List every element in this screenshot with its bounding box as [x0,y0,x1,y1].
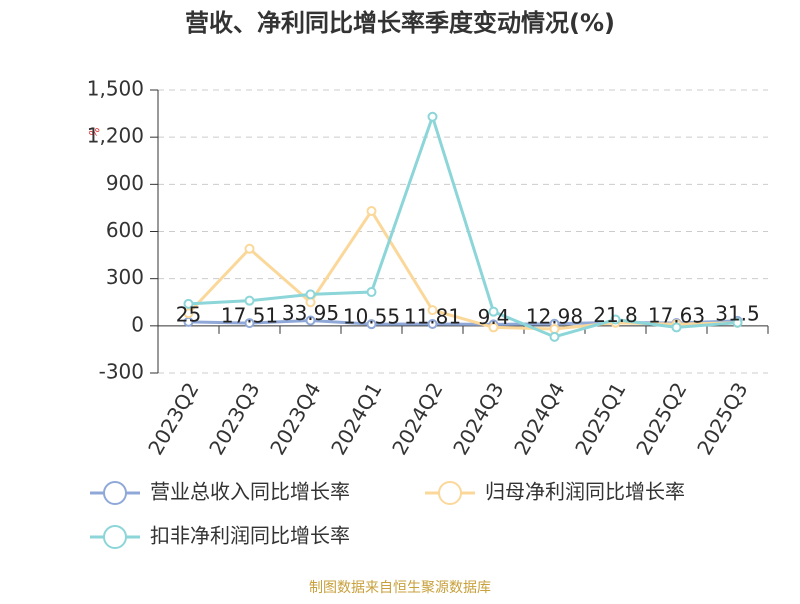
series-line [188,111,738,339]
data-label: 21.8 [593,303,638,327]
data-point [671,322,682,333]
data-point [488,306,499,317]
legend-label: 归母净利润同比增长率 [485,480,685,504]
data-point [427,305,438,316]
data-point [366,319,377,330]
y-tick-label: 300 [106,265,144,289]
y-tick-label: 900 [106,171,144,195]
data-point [488,322,499,333]
data-point [610,314,621,325]
y-tick-label: 1,500 [87,77,144,101]
data-label: 17.63 [648,304,705,328]
legend-label: 扣非净利润同比增长率 [150,524,350,548]
data-point [549,331,560,342]
data-point [244,318,255,329]
data-point [183,308,194,319]
data-point [183,298,194,309]
data-label: 33.95 [282,301,339,325]
data-label: 11.81 [404,304,461,328]
y-tick-label: 0 [131,312,144,336]
chart-title: 营收、净利同比增长率季度变动情况(%) [185,9,615,37]
data-label: 12.98 [526,304,583,328]
data-point [427,111,438,122]
data-point [366,206,377,217]
legend-marker [438,481,462,505]
data-label: 10.55 [343,305,400,329]
source: 制图数据来自恒生聚源数据库 [309,580,491,596]
y-tick-label: -300 [99,360,144,384]
data-point [366,287,377,298]
data-label: 9.4 [478,305,510,329]
y-tick-label: 1,200 [87,124,144,148]
data-point [732,317,743,328]
legend-marker [103,481,127,505]
data-label: 17.51 [221,304,278,328]
data-point [244,243,255,254]
legend-label: 营业总收入同比增长率 [150,480,350,504]
data-point [427,318,438,329]
data-point [305,315,316,326]
legend-marker [103,525,127,549]
y-tick-label: 600 [106,218,144,242]
data-label: 31.5 [715,301,760,325]
data-label: 25 [176,302,201,326]
data-point [305,289,316,300]
data-point [244,295,255,306]
